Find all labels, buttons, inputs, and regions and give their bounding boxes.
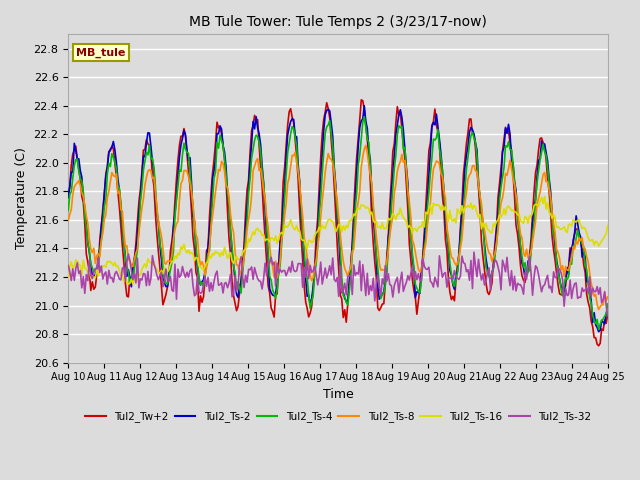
Title: MB Tule Tower: Tule Temps 2 (3/23/17-now): MB Tule Tower: Tule Temps 2 (3/23/17-now… xyxy=(189,15,487,29)
Legend: Tul2_Tw+2, Tul2_Ts-2, Tul2_Ts-4, Tul2_Ts-8, Tul2_Ts-16, Tul2_Ts-32: Tul2_Tw+2, Tul2_Ts-2, Tul2_Ts-4, Tul2_Ts… xyxy=(81,407,595,426)
Text: MB_tule: MB_tule xyxy=(76,48,125,58)
Y-axis label: Temperature (C): Temperature (C) xyxy=(15,147,28,250)
X-axis label: Time: Time xyxy=(323,388,353,401)
